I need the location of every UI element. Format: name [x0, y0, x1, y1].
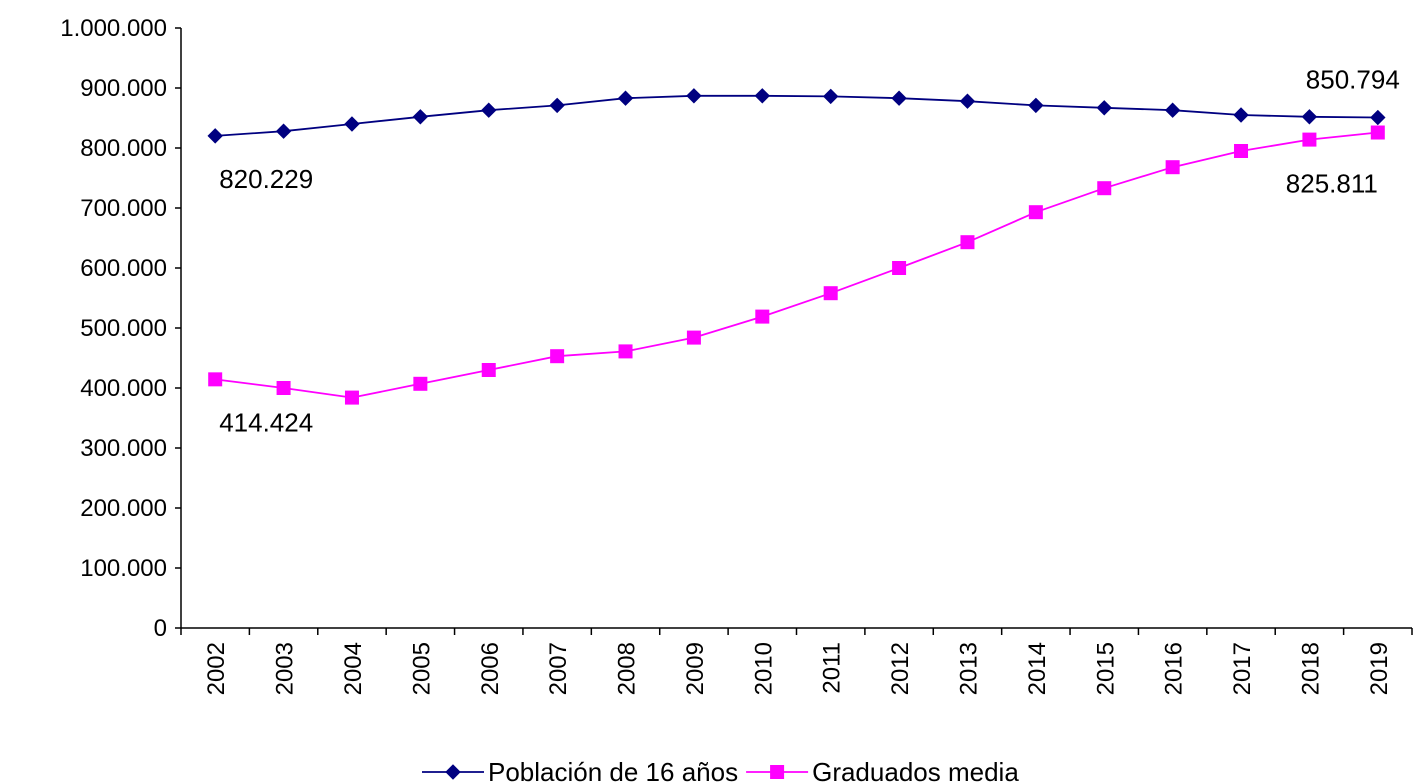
x-tick-label: 2008	[614, 642, 641, 695]
x-tick-label: 2018	[1297, 642, 1324, 695]
data-labels: 820.229 850.794 414.424 825.811	[219, 65, 1400, 438]
data-point	[1028, 97, 1044, 114]
x-tick-label: 2016	[1161, 642, 1188, 695]
data-point	[207, 128, 223, 144]
data-point	[686, 330, 701, 345]
y-tick-label: 300.000	[80, 435, 167, 462]
x-tick-label: 2014	[1024, 642, 1051, 695]
x-tick-label: 2015	[1092, 642, 1119, 695]
data-point	[1097, 181, 1112, 196]
y-tick-label: 900.000	[80, 75, 167, 102]
data-point	[208, 372, 223, 387]
data-label: 825.811	[1286, 169, 1378, 199]
series-0	[207, 88, 1386, 144]
data-point	[1233, 107, 1249, 123]
data-point	[1370, 125, 1385, 140]
x-tick-label: 2013	[955, 642, 982, 695]
x-tick-label: 2019	[1366, 642, 1393, 695]
data-point	[959, 93, 976, 109]
x-tick-label: 2006	[477, 642, 504, 695]
series-layer	[207, 88, 1386, 405]
data-point	[755, 309, 770, 324]
y-tick-label: 700.000	[80, 195, 167, 222]
series-line	[215, 131, 1378, 399]
legend: Población de 16 años Graduados media	[422, 757, 1019, 784]
y-tick-label: 600.000	[80, 255, 167, 282]
data-point	[1028, 205, 1043, 220]
data-point	[686, 88, 702, 104]
data-point	[891, 90, 907, 106]
data-point	[481, 363, 496, 377]
data-point	[1234, 144, 1249, 158]
y-tick-label: 200.000	[80, 495, 167, 522]
data-point	[413, 376, 428, 391]
x-tick-label: 2009	[682, 642, 709, 695]
y-tick-label: 0	[154, 615, 167, 642]
series-1	[208, 125, 1385, 405]
x-tick-label: 2002	[203, 642, 230, 695]
y-tick-label: 1.000.000	[60, 15, 167, 42]
series-line	[215, 94, 1378, 137]
y-tick-label: 100.000	[80, 555, 167, 582]
x-tick-label: 2012	[887, 642, 914, 695]
y-tick-label: 400.000	[80, 375, 167, 402]
data-point	[1301, 109, 1318, 125]
legend-label: Graduados media	[812, 757, 1019, 784]
data-point	[617, 90, 634, 106]
legend-item-1: Graduados media	[746, 757, 1019, 784]
data-point	[960, 235, 975, 250]
data-point	[618, 344, 633, 359]
data-point	[1370, 109, 1386, 126]
data-point	[275, 123, 292, 139]
legend-item-0: Población de 16 años	[422, 757, 738, 784]
data-point	[892, 261, 907, 275]
data-label: 850.794	[1306, 65, 1400, 95]
x-tick-label: 2007	[545, 642, 572, 695]
data-point	[1096, 100, 1112, 116]
y-tick-label: 800.000	[80, 135, 167, 162]
x-tick-label: 2005	[408, 642, 435, 695]
data-point	[823, 286, 838, 301]
data-point	[481, 102, 497, 118]
data-point	[822, 88, 839, 105]
axes: 0 100.000 200.000 300.000 400.000 500.000 600.…	[60, 15, 1413, 695]
data-point	[412, 109, 429, 125]
x-tick-label: 2003	[272, 642, 299, 695]
x-tick-label: 2004	[340, 642, 367, 695]
data-point	[344, 390, 359, 405]
data-label: 820.229	[219, 164, 313, 194]
data-point	[550, 349, 565, 364]
data-point	[276, 381, 291, 395]
data-label: 414.424	[219, 407, 313, 437]
data-point	[1302, 132, 1317, 147]
x-tick-label: 2011	[819, 642, 846, 694]
legend-marker	[770, 765, 785, 779]
x-tick-label: 2010	[750, 642, 777, 695]
x-tick-label: 2017	[1229, 642, 1256, 695]
data-point	[1165, 160, 1180, 175]
y-tick-label: 500.000	[80, 315, 167, 342]
legend-label: Población de 16 años	[488, 757, 738, 784]
legend-marker	[445, 764, 461, 780]
data-point	[754, 88, 771, 104]
data-point	[549, 97, 565, 114]
data-point	[1164, 102, 1181, 118]
data-point	[344, 116, 360, 132]
